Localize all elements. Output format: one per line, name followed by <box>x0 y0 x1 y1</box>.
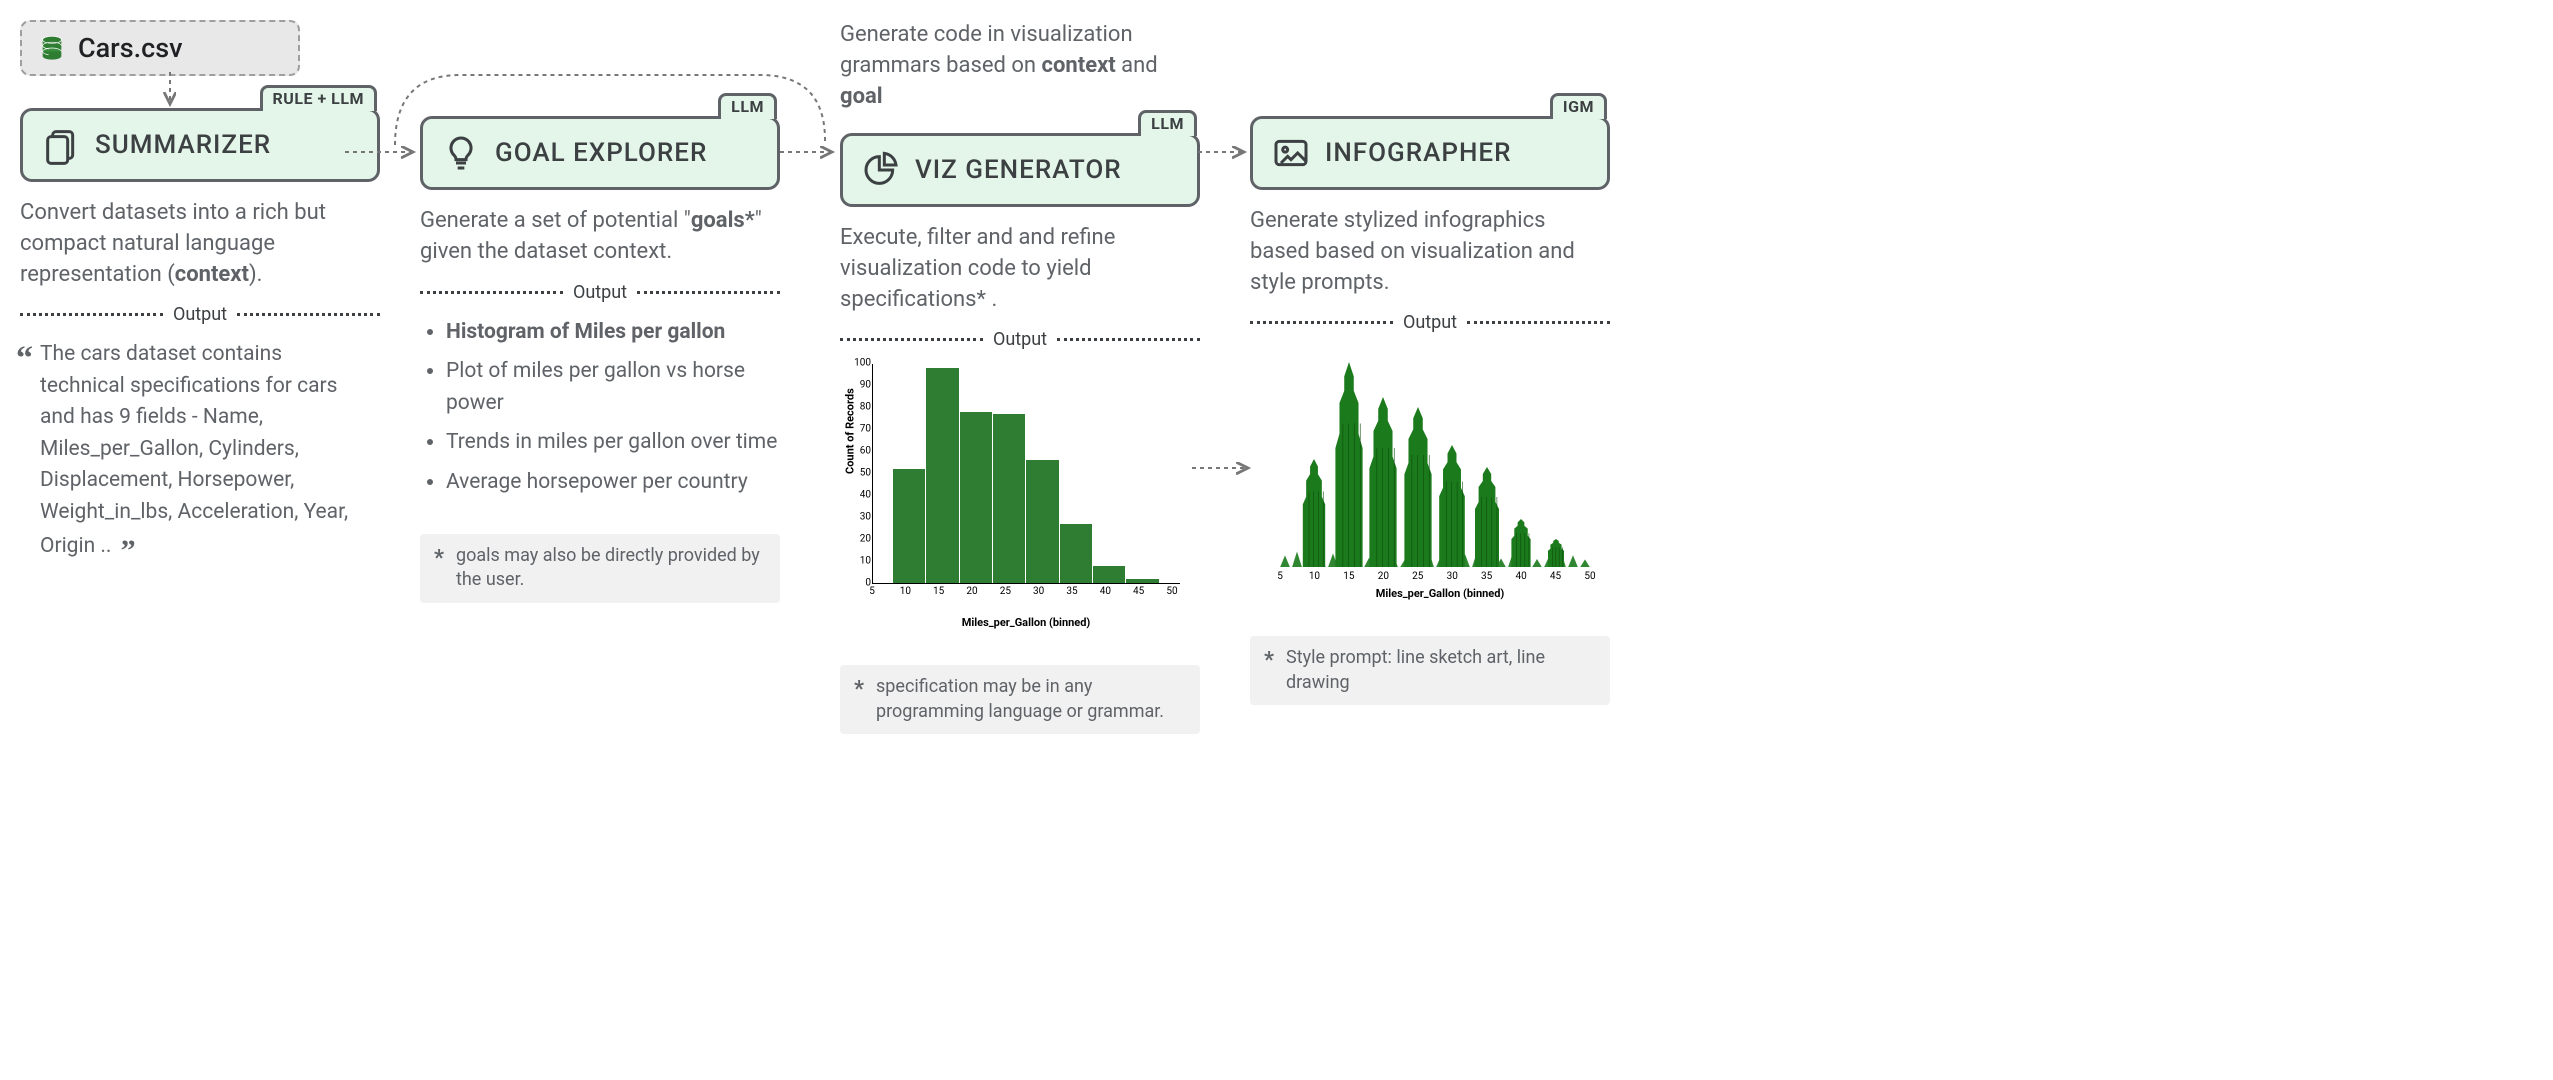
stage-viz-generator: LLM VIZ GENERATOR <box>840 133 1200 207</box>
goals-list: Histogram of Miles per gallon Plot of mil… <box>420 317 780 499</box>
histogram-bar <box>926 368 959 584</box>
stage-infographer: IGM INFOGRAPHER <box>1250 116 1610 190</box>
output-label: Output <box>983 329 1057 350</box>
output-divider: Output <box>1250 312 1610 333</box>
arrow-viz-to-infographer <box>1198 142 1258 162</box>
stage-pre-desc: Generate code in visualization grammars … <box>840 20 1200 115</box>
stage-desc: Generate a set of potential "goals*" giv… <box>420 206 780 268</box>
stylized-building <box>1401 407 1435 567</box>
histogram-bar <box>893 469 926 583</box>
goal-item: Plot of miles per gallon vs horse power <box>446 356 780 419</box>
stage-title: INFOGRAPHER <box>1325 138 1511 168</box>
footnote-text: specification may be in any programming … <box>876 675 1186 724</box>
stage-tag: IGM <box>1550 93 1607 119</box>
pie-chart-icon <box>861 150 901 190</box>
histogram-bar <box>993 414 1026 583</box>
stylized-building <box>1332 362 1366 567</box>
stylized-building <box>1366 397 1400 567</box>
output-label: Output <box>1393 312 1467 333</box>
goal-item: Trends in miles per gallon over time <box>446 427 780 459</box>
goal-item: Average horsepower per country <box>446 467 780 499</box>
histogram-bar <box>1026 460 1059 583</box>
arrow-chart-to-stylized <box>1192 458 1262 478</box>
stylized-building <box>1300 459 1328 567</box>
footnote: * Style prompt: line sketch art, line dr… <box>1250 636 1610 705</box>
column-goal-explorer: LLM GOAL EXPLORER Generate a set of pote… <box>420 110 780 603</box>
input-file-label: Cars.csv <box>78 32 183 64</box>
histogram-bar <box>1093 566 1126 584</box>
chart-xlabel: Miles_per_Gallon (binned) <box>872 616 1180 629</box>
histogram-bar <box>960 412 993 584</box>
stage-tag: RULE + LLM <box>260 85 377 111</box>
footnote-text: Style prompt: line sketch art, line draw… <box>1286 646 1596 695</box>
clipboard-icon <box>41 125 81 165</box>
image-icon <box>1271 133 1311 173</box>
column-summarizer: Cars.csv RULE + LLM SUMMARIZER Convert d… <box>20 20 380 573</box>
stylized-infographic: 5101520253035404550 Miles_per_Gallon (bi… <box>1260 347 1600 600</box>
stage-desc: Execute, filter and and refine visualiza… <box>840 223 1200 315</box>
stylized-building <box>1546 539 1566 567</box>
goal-item: Histogram of Miles per gallon <box>446 317 780 349</box>
stage-tag: LLM <box>1138 110 1197 136</box>
output-label: Output <box>163 304 237 325</box>
footnote: * specification may be in any programmin… <box>840 665 1200 734</box>
stage-title: VIZ GENERATOR <box>915 155 1122 185</box>
footnote: * goals may also be directly provided by… <box>420 534 780 603</box>
output-divider: Output <box>840 329 1200 350</box>
stylized-building <box>1472 467 1502 567</box>
summarizer-output-quote: “ The cars dataset contains technical sp… <box>20 339 380 573</box>
stylized-building <box>1509 519 1533 567</box>
asterisk-icon: * <box>1264 646 1274 695</box>
stylized-building <box>1436 445 1468 567</box>
stylized-xlabel: Miles_per_Gallon (binned) <box>1280 587 1600 600</box>
stage-title: SUMMARIZER <box>95 130 271 160</box>
output-divider: Output <box>420 282 780 303</box>
histogram-bar <box>1060 524 1093 583</box>
column-viz-generator: Generate code in visualization grammars … <box>840 20 1200 734</box>
stage-desc: Generate stylized infographics based bas… <box>1250 206 1610 298</box>
footnote-text: goals may also be directly provided by t… <box>456 544 766 593</box>
stage-summarizer: RULE + LLM SUMMARIZER <box>20 108 380 182</box>
arrow-input-to-summarizer <box>160 72 200 122</box>
histogram-bar <box>1126 579 1159 583</box>
database-icon <box>38 34 66 62</box>
asterisk-icon: * <box>434 544 444 593</box>
input-file-box: Cars.csv <box>20 20 300 76</box>
output-label: Output <box>563 282 637 303</box>
quote-text: The cars dataset contains technical spec… <box>40 342 348 558</box>
histogram-chart: Count of Records 0102030405060708090100 … <box>840 364 1180 629</box>
output-divider: Output <box>20 304 380 325</box>
pipeline-diagram: Cars.csv RULE + LLM SUMMARIZER Convert d… <box>20 20 2533 1060</box>
stage-desc: Convert datasets into a rich but compact… <box>20 198 380 290</box>
asterisk-icon: * <box>854 675 864 724</box>
arrow-goal-to-viz <box>780 142 845 162</box>
column-infographer: IGM INFOGRAPHER Generate stylized infogr… <box>1250 110 1610 705</box>
